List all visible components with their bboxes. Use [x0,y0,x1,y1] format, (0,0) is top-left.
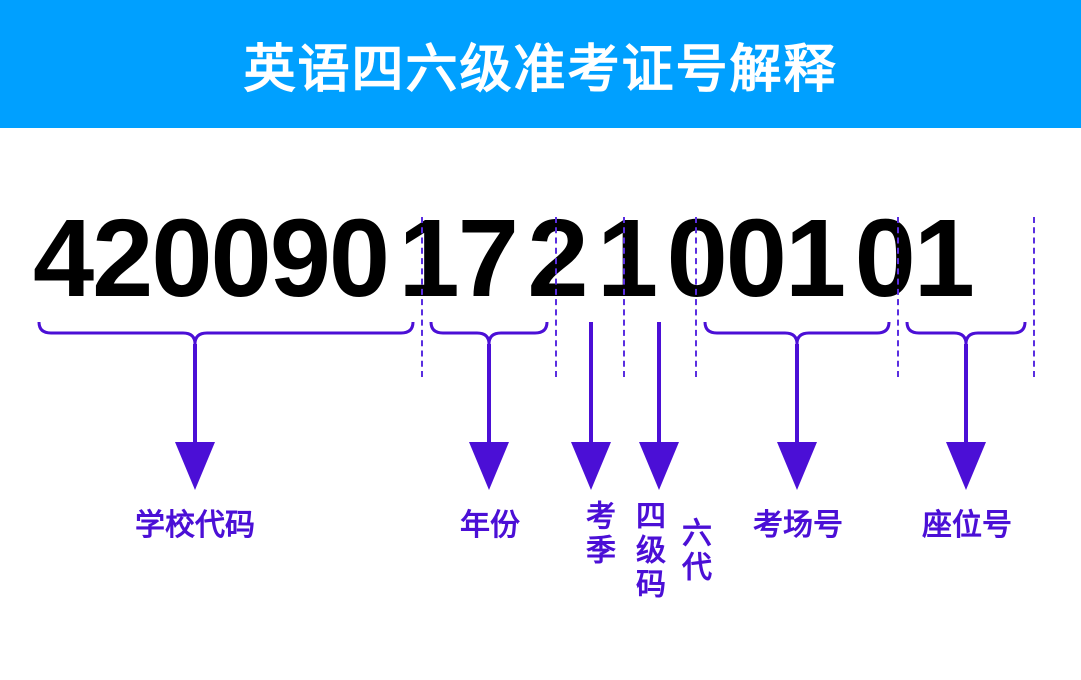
segment-divider [1033,217,1035,377]
brace-room [705,322,889,344]
segment-divider [897,217,899,377]
seg-school: 420090 [33,195,388,322]
digits-year: 17 [399,195,517,322]
label-room: 考场号 [753,500,843,544]
digits-seat: 01 [855,195,973,322]
seg-year: 17 [399,195,517,322]
digits-school: 420090 [33,195,388,322]
digits-level: 1 [597,195,656,322]
label-season: 考季 [575,500,619,568]
segment-divider [555,217,557,377]
brace-seat [907,322,1025,344]
brace-year [431,322,547,344]
segment-divider [695,217,697,377]
ticket-number: 420090 17 2 1 001 01 [0,195,1081,322]
label-level-left: 四级码 [625,500,669,602]
label-level: 四级码六代 [625,500,715,602]
header-bar: 英语四六级准考证号解释 [0,0,1081,128]
segment-divider [421,217,423,377]
label-year: 年份 [460,500,520,544]
seg-seat: 01 [855,195,973,322]
label-seat: 座位号 [922,500,1012,544]
label-level-right: 六代 [671,500,715,602]
label-school: 学校代码 [135,500,255,544]
brace-school [39,322,413,344]
seg-room: 001 [667,195,845,322]
page-title: 英语四六级准考证号解释 [243,27,837,102]
segment-divider [623,217,625,377]
digits-room: 001 [667,195,845,322]
seg-level: 1 [597,195,656,322]
